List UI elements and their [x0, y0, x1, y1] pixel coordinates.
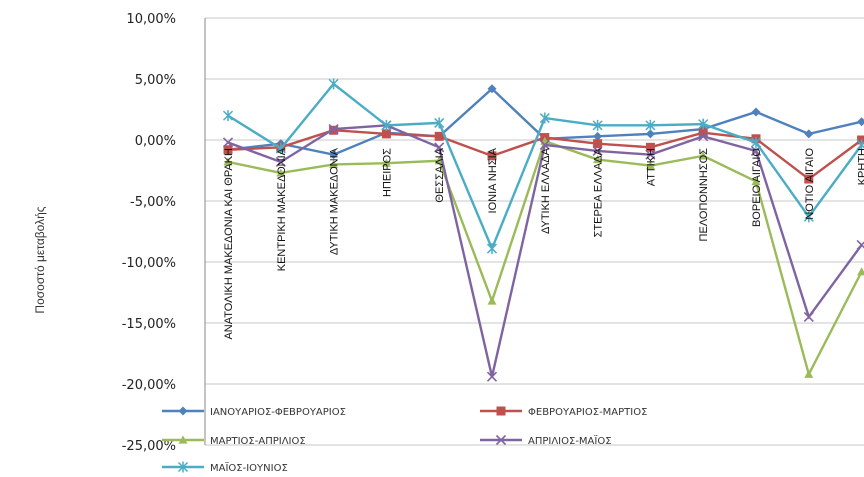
y-tick-label: 0,00% — [135, 134, 176, 149]
legend: ΙΑΝΟΥΑΡΙΟΣ-ΦΕΒΡΟΥΑΡΙΟΣ ΦΕΒΡΟΥΑΡΙΟΣ-ΜΑΡΤΙΟ… — [162, 406, 647, 474]
data-point — [178, 435, 188, 444]
data-point — [222, 110, 234, 122]
data-point — [645, 142, 655, 152]
data-point — [698, 151, 708, 160]
series — [222, 120, 864, 382]
data-point — [276, 168, 286, 177]
data-point — [857, 117, 864, 127]
category-label: ΔΥΤΙΚΗ ΕΛΛΑΔΑ — [540, 147, 552, 234]
legend-label: ΙΑΝΟΥΑΡΙΟΣ-ΦΕΒΡΟΥΑΡΙΟΣ — [210, 407, 346, 418]
y-axis-label: Ποσοστό μεταβολής — [33, 206, 47, 313]
data-point — [178, 406, 188, 416]
data-point — [222, 137, 234, 148]
category-label: ΑΝΑΤΟΛΙΚΗ ΜΑΚΕΔΟΝΙΑ ΚΑΙ ΘΡΑΚΗ — [223, 148, 235, 340]
y-tick-label: -15,00% — [122, 317, 176, 332]
data-point — [539, 139, 550, 150]
category-label: ΗΠΕΙΡΟΣ — [381, 148, 393, 197]
data-point — [329, 150, 339, 160]
data-point — [751, 176, 761, 186]
data-point — [381, 119, 392, 131]
data-point — [593, 139, 603, 149]
data-point — [496, 406, 506, 416]
category-label: ΑΤΤΙΚΗ — [645, 148, 657, 186]
data-point — [804, 129, 814, 139]
data-point — [486, 371, 498, 382]
category-label: ΣΤΕΡΕΑ ΕΛΛΑΔΑ — [593, 147, 605, 237]
data-point — [434, 131, 444, 141]
data-point — [539, 112, 550, 124]
data-point — [328, 78, 339, 90]
data-point — [645, 161, 655, 170]
data-point — [698, 128, 708, 138]
gridlines — [205, 17, 864, 446]
data-point — [856, 139, 864, 151]
data-point — [487, 296, 497, 305]
y-tick-label: -5,00% — [130, 195, 176, 210]
data-point — [381, 129, 391, 139]
legend-label: ΜΑΡΤΙΟΣ-ΑΠΡΙΛΙΟΣ — [210, 436, 306, 447]
data-point — [856, 239, 864, 250]
legend-item: ΙΑΝΟΥΑΡΙΟΣ-ΦΕΒΡΟΥΑΡΙΟΣ — [162, 406, 346, 418]
category-label: ΙΟΝΙΑ ΝΗΣΙΑ — [487, 147, 499, 213]
legend-item: ΜΑΡΤΙΟΣ-ΑΠΡΙΛΙΟΣ — [162, 435, 306, 447]
y-tick-label: -20,00% — [122, 378, 176, 393]
category-label: ΘΕΣΣΑΛΙΑ — [434, 147, 446, 202]
category-label: ΚΡΗΤΗ — [857, 148, 864, 185]
data-point — [593, 131, 603, 141]
data-point — [223, 145, 233, 155]
series — [223, 136, 864, 378]
y-tick-label: -10,00% — [122, 256, 176, 271]
data-point — [698, 118, 709, 130]
data-point — [804, 369, 814, 378]
data-point — [381, 158, 391, 167]
data-point — [645, 149, 656, 160]
data-point — [177, 461, 189, 473]
y-tick-label: 5,00% — [135, 73, 176, 88]
data-point — [434, 142, 445, 153]
data-point — [275, 156, 286, 168]
data-point — [803, 311, 814, 322]
data-point — [857, 267, 864, 276]
data-point — [592, 119, 603, 131]
data-point — [495, 434, 507, 446]
series — [222, 78, 864, 255]
data-point — [329, 159, 339, 168]
data-point — [487, 151, 497, 161]
data-point — [434, 117, 445, 129]
data-point — [804, 174, 814, 184]
data-point — [803, 211, 814, 223]
y-tick-labels: 10,00% 5,00% 0,00% -5,00% -10,00% -15,00% -20,… — [122, 12, 176, 454]
y-tick-label: -25,00% — [122, 439, 176, 454]
y-tick-label: 10,00% — [126, 12, 176, 27]
data-point — [751, 107, 761, 117]
data-point — [593, 155, 603, 164]
data-point — [223, 157, 233, 166]
category-labels: ΑΝΑΤΟΛΙΚΗ ΜΑΚΕΔΟΝΙΑ ΚΑΙ ΘΡΑΚΗ ΚΕΝΤΡΙΚΗ ΜΑ… — [223, 147, 864, 339]
data-point — [592, 145, 603, 157]
data-point — [750, 136, 762, 148]
category-label: ΠΕΛΟΠΟΝΝΗΣΟΣ — [698, 148, 710, 242]
legend-item: ΜΑΪΟΣ-ΙΟΥΝΙΟΣ — [162, 461, 288, 474]
category-label: ΔΥΤΙΚΗ ΜΑΚΕΔΟΝΙΑ — [329, 147, 341, 255]
series-group — [222, 78, 864, 382]
data-point — [645, 119, 656, 131]
legend-item: ΦΕΒΡΟΥΑΡΙΟΣ-ΜΑΡΤΙΟΣ — [480, 406, 647, 418]
data-point — [487, 84, 497, 94]
category-label: ΝΟΤΙΟ ΑΙΓΑΙΟ — [804, 148, 816, 220]
data-point — [698, 131, 709, 142]
data-point — [275, 143, 286, 155]
data-point — [486, 243, 498, 255]
data-point — [328, 123, 339, 135]
data-point — [645, 129, 655, 139]
data-point — [857, 135, 864, 145]
legend-item: ΑΠΡΙΛΙΟΣ-ΜΑΪΟΣ — [480, 434, 612, 447]
legend-label: ΜΑΪΟΣ-ΙΟΥΝΙΟΣ — [210, 461, 288, 474]
legend-label: ΦΕΒΡΟΥΑΡΙΟΣ-ΜΑΡΤΙΟΣ — [528, 407, 647, 418]
category-label: ΒΟΡΕΙΟ ΑΙΓΑΙΟ — [751, 148, 763, 227]
category-label: ΚΕΝΤΡΙΚΗ ΜΑΚΕΔΟΝΙΑ — [276, 147, 288, 271]
legend-label: ΑΠΡΙΛΙΟΣ-ΜΑΪΟΣ — [528, 434, 612, 447]
